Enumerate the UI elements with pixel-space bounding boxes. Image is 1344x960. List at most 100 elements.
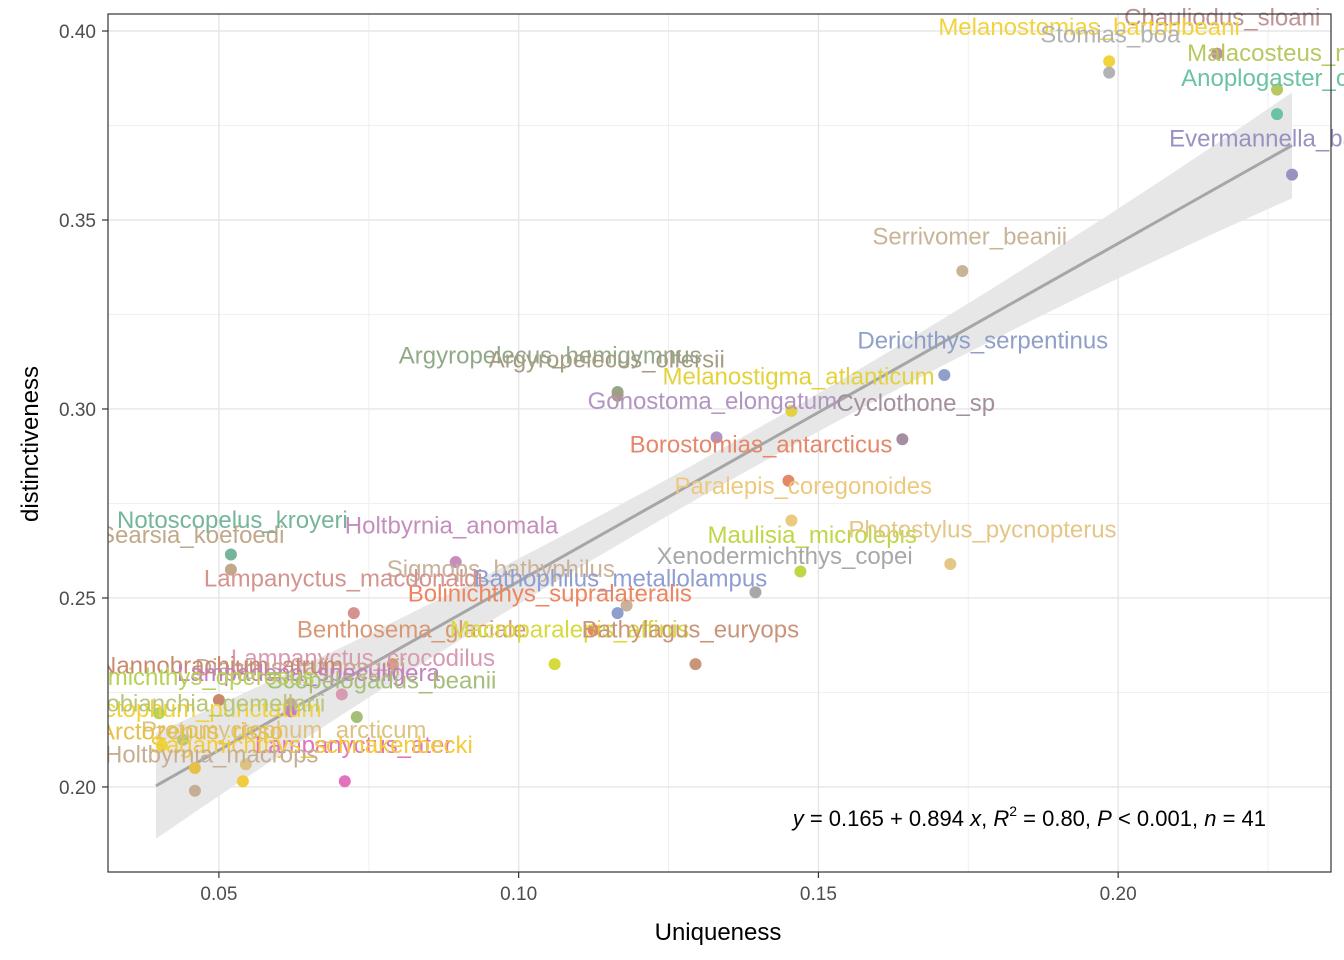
- data-point: [335, 688, 348, 701]
- y-tick-label: 0.35: [59, 211, 96, 232]
- data-point: [386, 658, 399, 671]
- data-point: [1271, 108, 1284, 121]
- y-tick-label: 0.40: [59, 22, 96, 43]
- point-label: Anoplogaster_cornuta: [1181, 65, 1344, 92]
- data-point: [785, 514, 798, 527]
- data-point: [710, 431, 723, 444]
- x-tick-label: 0.05: [200, 884, 237, 905]
- data-point: [188, 784, 201, 797]
- point-label: Arctozenus_risso: [99, 719, 283, 746]
- panel-border: [107, 13, 1332, 873]
- regression-line-layer: [155, 144, 1293, 788]
- data-point: [611, 607, 624, 620]
- point-label: Xenodermichthys_copei: [657, 543, 913, 570]
- data-point: [338, 775, 351, 788]
- x-tick-label: 0.10: [500, 884, 537, 905]
- data-point: [155, 739, 168, 752]
- point-label: Cyclothone_sp: [836, 390, 995, 417]
- points-layer: [152, 47, 1299, 797]
- data-point: [1211, 47, 1224, 60]
- point-label: Evermannella_balbo: [1169, 125, 1344, 152]
- data-point: [236, 775, 249, 788]
- data-point: [212, 694, 225, 707]
- data-point: [611, 389, 624, 402]
- point-label: Holtbyrnia_macrops: [105, 741, 318, 768]
- data-point: [794, 565, 807, 578]
- data-point: [350, 711, 363, 724]
- data-point: [449, 556, 462, 569]
- data-point: [938, 368, 951, 381]
- point-label: Normichthys_operosus: [69, 664, 314, 691]
- data-point: [1103, 66, 1116, 79]
- data-point: [347, 607, 360, 620]
- data-point: [239, 758, 252, 771]
- point-label: Macroparalepis_affinis: [450, 617, 690, 644]
- point-label: Myctophum_punctatum: [72, 696, 321, 723]
- data-point: [785, 404, 798, 417]
- point-label: Lampanyctus_crocodilus: [231, 645, 495, 672]
- point-label: Argyropelecus_olfersii: [489, 346, 725, 373]
- regression-equation: y = 0.165 + 0.894 x, R2 = 0.80, P < 0.00…: [791, 803, 1266, 831]
- y-tick-label: 0.20: [59, 778, 96, 799]
- point-label: Gonostoma_elongatum: [588, 388, 838, 415]
- point-label: Serrivomer_beanii: [872, 224, 1067, 251]
- point-label: Argyropelecus_hemigymnus: [399, 343, 702, 370]
- data-point: [1286, 168, 1299, 181]
- data-point: [176, 733, 189, 746]
- data-point: [587, 624, 600, 637]
- point-label: Bathylagus_euryops: [582, 617, 799, 644]
- data-point: [782, 474, 795, 487]
- point-label: Diaphus_rafinesquii: [195, 654, 406, 681]
- regression-line: [155, 144, 1293, 788]
- point-label: Notoscopelus_kroyeri: [117, 507, 348, 534]
- point-labels-layer: Chauliodus_sloaniMelanostomias_bartonbea…: [69, 4, 1344, 768]
- point-label: Melanostomias_bartonbeani: [938, 14, 1240, 41]
- data-point: [956, 265, 969, 278]
- point-label: Lampanyctus_macdonaldi: [204, 566, 483, 593]
- x-axis-title: Uniqueness: [655, 919, 782, 946]
- point-label: Bathophilus_metallolampus: [474, 566, 768, 593]
- point-label: Sagamichthys_schnakenbecki: [150, 732, 473, 759]
- data-point: [284, 705, 297, 718]
- point-label: Sigmops_bathyphilus: [387, 556, 615, 583]
- data-point: [749, 586, 762, 599]
- data-point: [1271, 83, 1284, 96]
- point-label: Paralepis_coregonoides: [675, 473, 933, 500]
- data-point: [620, 599, 633, 612]
- point-label: Melanostigma_atlanticum: [663, 363, 935, 390]
- point-label: Nannobrachium_atrum: [99, 653, 343, 680]
- y-tick-label: 0.30: [59, 400, 96, 421]
- point-label: Holtbyrnia_anomala: [345, 513, 559, 540]
- point-label: Malacosteus_niger: [1187, 40, 1344, 67]
- point-label: Protomyctophum_arcticum: [141, 717, 426, 744]
- point-label: Bolinichthys_supralateralis: [408, 581, 692, 608]
- point-label: Chauliodus_sloani: [1124, 4, 1320, 31]
- x-tick-label: 0.20: [1100, 884, 1137, 905]
- grid: [108, 14, 1331, 872]
- data-point: [188, 762, 201, 775]
- point-label: Lobianchia_gemellarii: [93, 690, 325, 717]
- point-label: Lampadena_speculigera: [177, 660, 441, 687]
- data-point: [896, 433, 909, 446]
- point-label: Searsia_koefoedi: [99, 522, 284, 549]
- point-label: Benthosema_glaciale: [297, 617, 527, 644]
- data-point: [548, 658, 561, 671]
- point-label: Maulisia_microlepis: [708, 522, 917, 549]
- y-axis-title: distinctiveness: [17, 366, 44, 522]
- data-point: [224, 563, 237, 576]
- point-label: Scopelogadus_beanii: [267, 668, 497, 695]
- point-label: Lampanyctus_ater: [255, 732, 452, 759]
- data-point: [689, 658, 702, 671]
- point-label: Borostomias_antarcticus: [630, 431, 893, 458]
- data-point: [944, 557, 957, 570]
- y-tick-label: 0.25: [59, 589, 96, 610]
- x-tick-label: 0.15: [800, 884, 837, 905]
- point-label: Photostylus_pycnopterus: [848, 516, 1116, 543]
- axis-layer: 0.05 0.10 0.15 0.20 0.20 0.25 0.30 0.35 0.40: [59, 22, 1137, 905]
- point-label: Derichthys_serpentinus: [857, 328, 1108, 355]
- data-point: [1103, 55, 1116, 68]
- point-label: Stomias_boa: [1040, 21, 1181, 48]
- data-point: [224, 548, 237, 561]
- data-point: [152, 707, 165, 720]
